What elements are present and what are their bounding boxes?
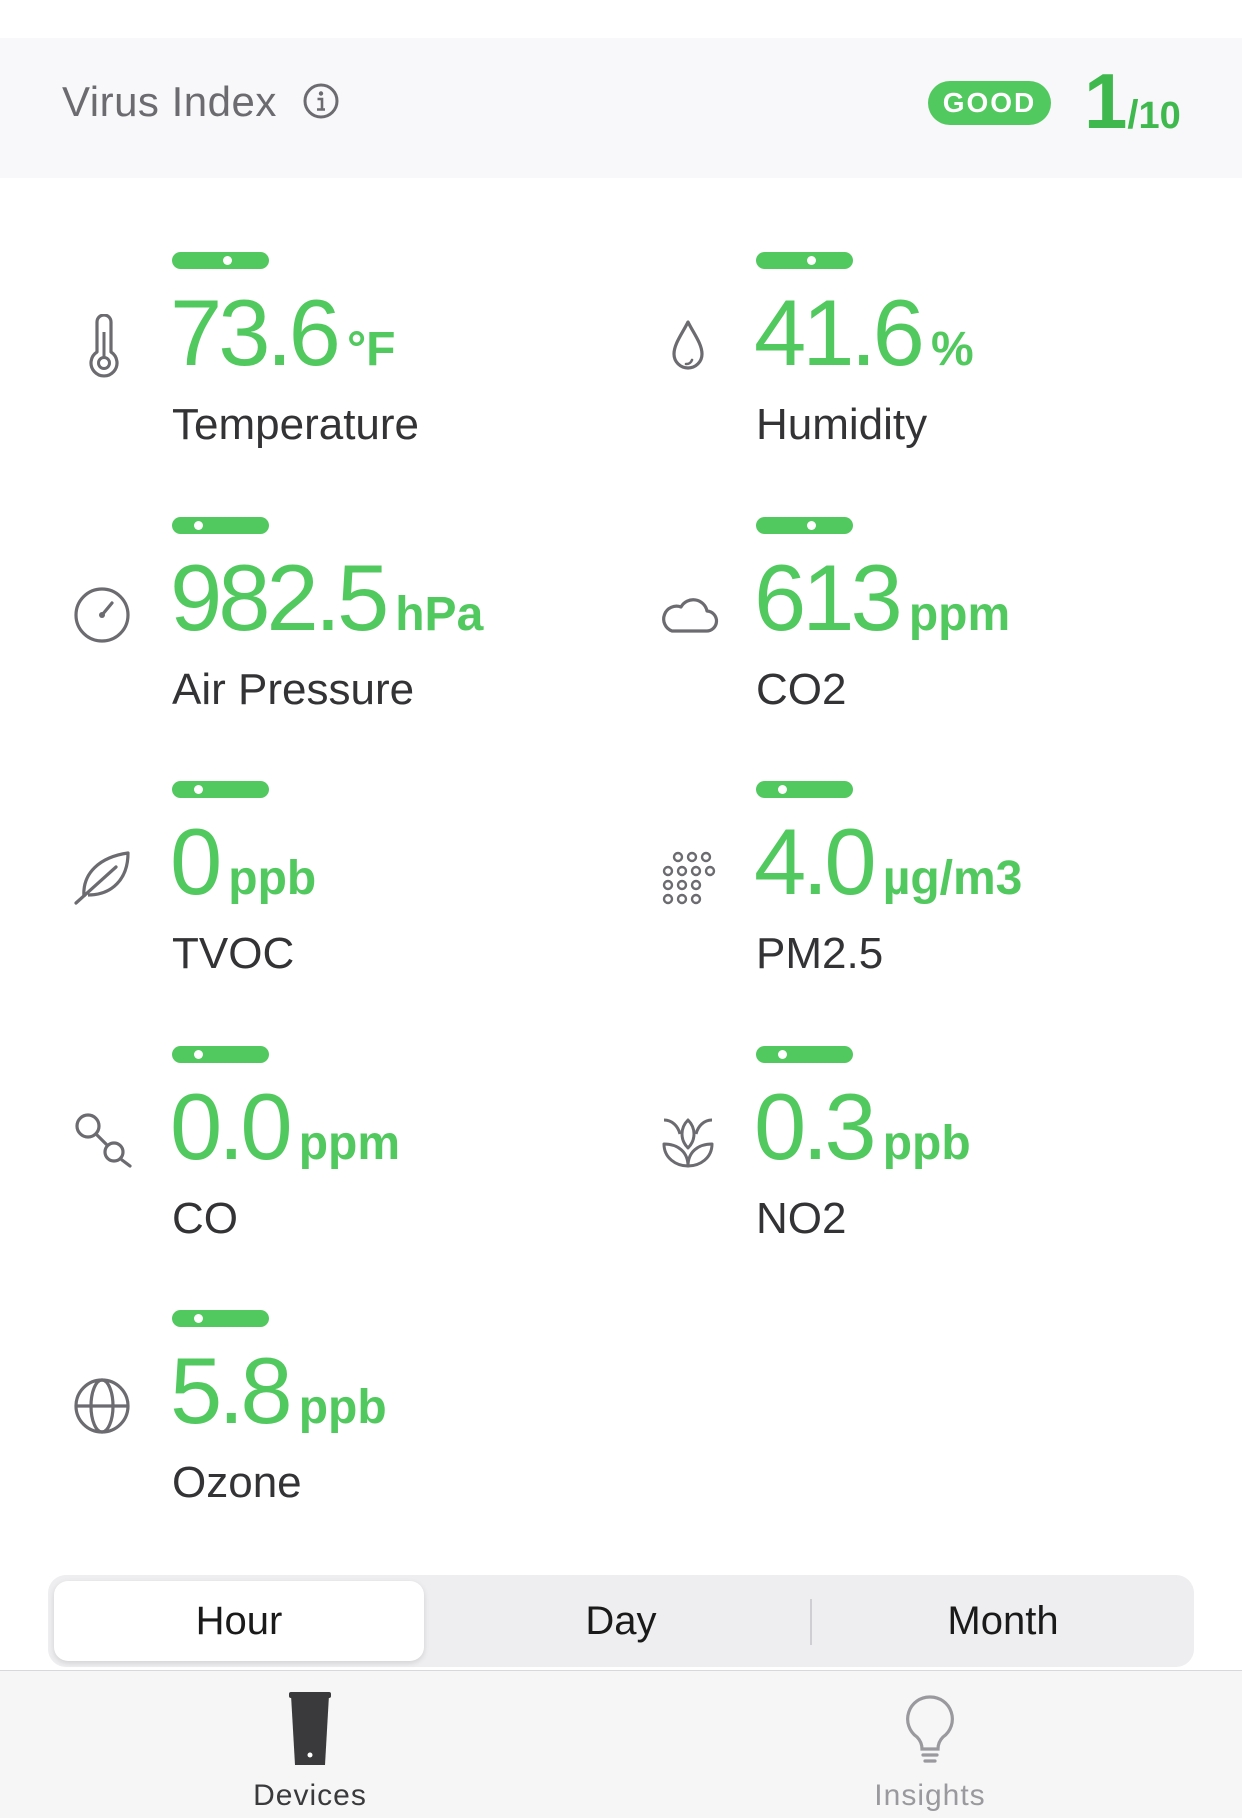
score-value: 1 bbox=[1084, 57, 1128, 145]
metric-unit: % bbox=[930, 323, 974, 376]
globe-icon bbox=[74, 1378, 130, 1434]
metric-number: 0 bbox=[170, 809, 222, 914]
level-indicator bbox=[194, 1314, 204, 1323]
metric-tvoc[interactable]: 0 ppb TVOC bbox=[72, 781, 632, 981]
metric-unit: ppb bbox=[298, 1381, 387, 1434]
gauge-icon bbox=[74, 587, 130, 643]
level-bar bbox=[172, 781, 269, 798]
level-indicator bbox=[778, 1050, 788, 1059]
metric-value: 5.8 ppb bbox=[170, 1344, 387, 1438]
metric-label: Air Pressure bbox=[172, 665, 415, 714]
segment-month[interactable]: Month bbox=[947, 1598, 1059, 1643]
metric-co[interactable]: 0.0 ppm CO bbox=[72, 1046, 632, 1246]
metric-unit: ppb bbox=[882, 1117, 971, 1170]
bottom-tab-bar: Devices Insights bbox=[0, 1670, 1242, 1818]
level-indicator bbox=[194, 785, 204, 794]
metric-ozone[interactable]: 5.8 ppb Ozone bbox=[72, 1310, 632, 1510]
metric-unit: ppm bbox=[298, 1117, 401, 1170]
metric-value: 613 ppm bbox=[754, 551, 1011, 645]
tab-label: Insights bbox=[874, 1779, 986, 1812]
metric-number: 613 bbox=[754, 545, 903, 650]
level-bar bbox=[172, 1310, 269, 1327]
metric-value: 982.5 hPa bbox=[170, 551, 484, 645]
status-badge: GOOD bbox=[928, 81, 1051, 125]
metric-label: CO bbox=[172, 1194, 238, 1243]
metric-label: CO2 bbox=[756, 665, 847, 714]
time-range-segmented-control: Hour Day Month bbox=[48, 1575, 1194, 1667]
level-indicator bbox=[223, 256, 233, 265]
metric-number: 41.6 bbox=[754, 280, 925, 385]
metric-number: 0.0 bbox=[170, 1074, 293, 1179]
co-molecule-icon bbox=[75, 1113, 132, 1168]
metric-value: 0.0 ppm bbox=[170, 1080, 401, 1174]
device-icon bbox=[289, 1692, 331, 1765]
thermometer-icon bbox=[89, 314, 119, 378]
metric-value: 4.0 µg/m3 bbox=[754, 815, 1023, 909]
segment-day[interactable]: Day bbox=[585, 1598, 657, 1643]
particles-icon bbox=[662, 851, 716, 905]
tab-insights[interactable]: Insights bbox=[810, 1671, 1050, 1818]
metric-number: 73.6 bbox=[170, 280, 341, 385]
metric-number: 982.5 bbox=[170, 545, 389, 650]
segment-hour[interactable]: Hour bbox=[54, 1581, 424, 1661]
tab-label: Devices bbox=[253, 1779, 367, 1812]
metric-value: 73.6 °F bbox=[170, 286, 396, 380]
metric-label: Ozone bbox=[172, 1458, 302, 1507]
metric-label: Humidity bbox=[756, 400, 928, 449]
metric-temperature[interactable]: 73.6 °F Temperature bbox=[72, 252, 632, 452]
metric-number: 4.0 bbox=[754, 809, 877, 914]
level-bar bbox=[756, 252, 853, 269]
metric-air-pressure[interactable]: 982.5 hPa Air Pressure bbox=[72, 517, 632, 717]
metric-unit: ppb bbox=[228, 852, 317, 905]
level-bar bbox=[172, 517, 269, 534]
score-separator: / bbox=[1127, 93, 1139, 137]
metric-label: NO2 bbox=[756, 1194, 847, 1243]
metric-humidity[interactable]: 41.6% Humidity bbox=[656, 252, 1216, 452]
metric-pm25[interactable]: 4.0 µg/m3 PM2.5 bbox=[656, 781, 1216, 981]
level-bar bbox=[172, 1046, 269, 1063]
cloud-icon bbox=[662, 598, 719, 633]
metric-label: TVOC bbox=[172, 929, 295, 978]
metric-co2[interactable]: 613 ppm CO2 bbox=[656, 517, 1216, 717]
droplet-icon bbox=[672, 320, 704, 370]
metric-unit: ppm bbox=[908, 588, 1011, 641]
virus-index-title: Virus Index bbox=[62, 78, 277, 125]
sprout-icon bbox=[662, 1118, 714, 1168]
metric-unit: °F bbox=[346, 323, 396, 376]
score-max: 10 bbox=[1138, 95, 1181, 137]
metric-unit: hPa bbox=[395, 588, 484, 641]
level-indicator bbox=[807, 256, 817, 265]
metric-value: 0.3 ppb bbox=[754, 1080, 971, 1174]
segment-divider bbox=[810, 1599, 812, 1645]
metric-number: 0.3 bbox=[754, 1074, 877, 1179]
metric-value: 0 ppb bbox=[170, 815, 317, 909]
level-indicator bbox=[807, 521, 817, 530]
level-indicator bbox=[778, 785, 788, 794]
metric-number: 5.8 bbox=[170, 1338, 293, 1443]
metric-value: 41.6% bbox=[754, 286, 974, 380]
virus-index-score: 1/10 bbox=[1084, 62, 1181, 140]
metric-unit: µg/m3 bbox=[882, 852, 1023, 905]
metric-label: Temperature bbox=[172, 400, 420, 449]
info-icon[interactable] bbox=[302, 82, 340, 120]
metric-no2[interactable]: 0.3 ppb NO2 bbox=[656, 1046, 1216, 1246]
level-indicator bbox=[194, 1050, 204, 1059]
level-bar bbox=[756, 781, 853, 798]
level-bar bbox=[756, 1046, 853, 1063]
level-bar bbox=[756, 517, 853, 534]
metric-label: PM2.5 bbox=[756, 929, 884, 978]
lightbulb-icon bbox=[906, 1695, 954, 1763]
tab-devices[interactable]: Devices bbox=[190, 1671, 430, 1818]
level-indicator bbox=[194, 521, 204, 530]
leaf-icon bbox=[74, 851, 130, 905]
level-bar bbox=[172, 252, 269, 269]
